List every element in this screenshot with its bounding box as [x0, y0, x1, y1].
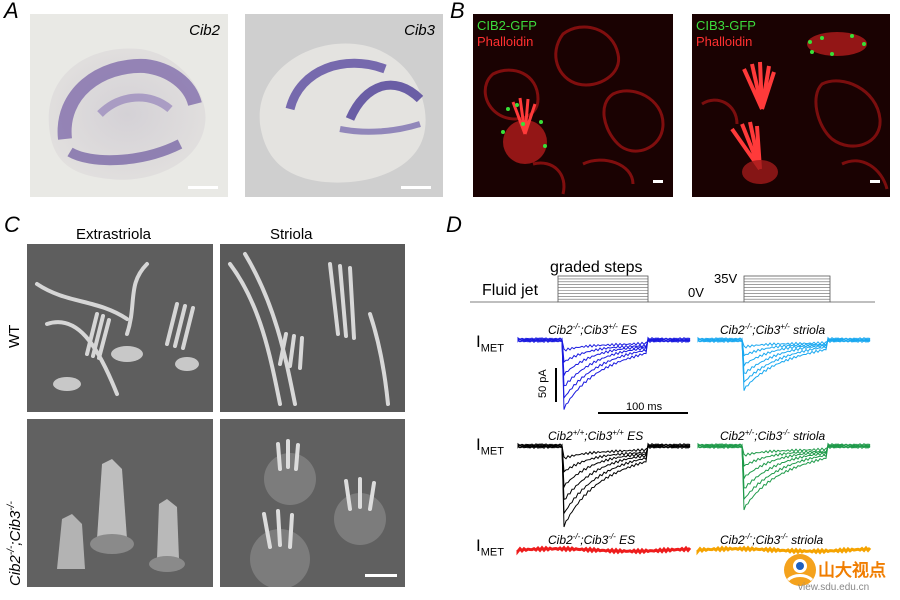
sem-image-ko-striola [220, 419, 405, 587]
imet-label-row1: IMET [476, 332, 504, 355]
current-trace [517, 442, 691, 528]
gene-label-cib3: Cib3 [404, 22, 435, 39]
scale-bar [870, 180, 880, 183]
fluorescence-image-cib2: CIB2-GFP Phalloidin [473, 14, 673, 197]
panel-letter-b: B [450, 0, 465, 23]
trace-label-3: Cib2+/+;Cib3+/+ ES [548, 428, 644, 443]
scale-bars [555, 368, 688, 414]
gfp-label: CIB2-GFP [477, 18, 537, 33]
current-trace [696, 545, 872, 556]
hair-bundle-sem-graphic [220, 419, 405, 587]
imet-label-row2: IMET [476, 435, 504, 458]
trace-label-6: Cib2-/-;Cib3-/- striola [720, 532, 824, 547]
trace-sweep [696, 545, 872, 556]
current-traces: 50 pA 100 ms [516, 336, 872, 556]
hair-cell-fluorescence-graphic [701, 32, 889, 190]
phalloidin-label: Phalloidin [696, 34, 753, 49]
graded-steps-label: graded steps [550, 259, 643, 276]
current-trace [697, 336, 871, 391]
sem-image-wt-striola [220, 244, 405, 412]
trace-sweep [697, 442, 871, 501]
hair-bundle-sem-graphic [220, 244, 405, 412]
row-header-wt: WT [6, 324, 23, 348]
trace-sweep [697, 336, 871, 391]
panel-letter-c: C [4, 212, 20, 237]
scale-bar [401, 186, 431, 189]
trace-label-5: Cib2-/-;Cib3-/- ES [548, 532, 636, 547]
time-scale-label: 100 ms [626, 401, 663, 413]
in-situ-image-cib2: Cib2 [30, 14, 228, 197]
column-header-striola: Striola [270, 226, 313, 243]
phalloidin-label: Phalloidin [477, 34, 534, 49]
gene-label-cib2: Cib2 [189, 22, 220, 39]
trace-sweep [517, 338, 691, 387]
watermark: 山大视点 view.sdu.edu.cn [780, 548, 898, 598]
trace-sweep [697, 444, 871, 489]
sem-image-ko-extrastriola [27, 419, 213, 587]
panel-letter-d: D [446, 212, 462, 237]
zero-volt-label: 0V [688, 285, 704, 300]
stimulus-protocol: graded steps Fluid jet 0V 35V [470, 259, 875, 303]
watermark-logo-icon [784, 554, 816, 586]
trace-sweep [517, 442, 691, 515]
imet-label-row3: IMET [476, 536, 504, 559]
trace-label-2: Cib2-/-;Cib3+/- striola [720, 322, 826, 337]
scale-bar [188, 186, 218, 189]
hair-cell-fluorescence-graphic [483, 25, 665, 195]
hair-bundle-sem-graphic [27, 419, 213, 587]
panel-letter-a: A [4, 0, 19, 23]
current-trace [516, 545, 692, 556]
scale-bar [653, 180, 663, 183]
hair-bundle-sem-graphic [27, 244, 213, 412]
watermark-text: 山大视点 [818, 561, 886, 580]
cochlea-section-graphic [48, 48, 206, 180]
column-header-extrastriola: Extrastriola [76, 226, 152, 243]
trace-label-4: Cib2+/-;Cib3-/- striola [720, 428, 826, 443]
gfp-label: CIB3-GFP [696, 18, 756, 33]
max-volt-label: 35V [714, 271, 737, 286]
current-scale-label: 50 pA [537, 369, 549, 398]
in-situ-image-cib3: Cib3 [245, 14, 443, 197]
trace-sweep [516, 545, 692, 556]
step-waveform [470, 275, 875, 303]
trace-label-1: Cib2-/-;Cib3+/- ES [548, 322, 638, 337]
row-header-knockout: Cib2-/-;Cib3-/- [6, 501, 24, 586]
scale-bar [365, 574, 397, 577]
trace-sweep [517, 336, 691, 410]
trace-sweep [697, 442, 871, 511]
cochlea-section-graphic [259, 43, 426, 183]
current-trace [697, 442, 871, 511]
current-trace [517, 336, 691, 410]
watermark-url: view.sdu.edu.cn [798, 582, 870, 593]
sem-image-wt-extrastriola [27, 244, 213, 412]
fluorescence-image-cib3: CIB3-GFP Phalloidin [692, 14, 890, 197]
trace-sweep [697, 338, 871, 374]
trace-sweep [517, 442, 691, 528]
fluid-jet-label: Fluid jet [482, 282, 539, 299]
trace-sweep [697, 336, 871, 384]
trace-sweep [517, 444, 691, 500]
